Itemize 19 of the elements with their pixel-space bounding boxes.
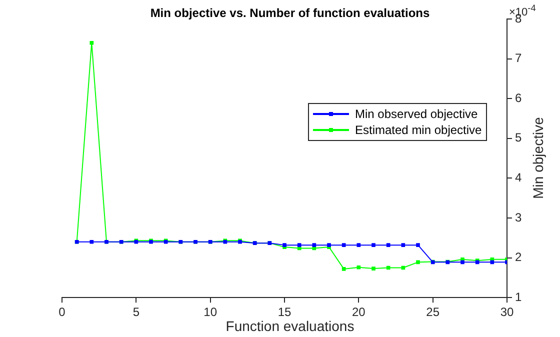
chart-title: Min objective vs. Number of function evaluations — [149, 6, 431, 20]
y-tick-label: 2 — [515, 250, 522, 264]
y-axis-title: Min objective — [530, 117, 546, 199]
x-tick-label: 20 — [352, 305, 366, 320]
x-tick-label: 25 — [426, 305, 440, 320]
x-axis-title: Function evaluations — [224, 318, 356, 334]
y-tick-label: 7 — [515, 51, 522, 66]
y-tick-label: 6 — [515, 90, 522, 105]
x-tick-label: 5 — [132, 305, 140, 320]
x-tick-label: 0 — [58, 305, 66, 320]
x-tick-label: 30 — [500, 305, 514, 320]
y-tick-label: 4 — [515, 170, 522, 185]
y-tick-label: 3 — [515, 210, 522, 224]
legend-label: Min observed objective — [355, 107, 478, 122]
y-tick-label: 1 — [515, 290, 522, 304]
legend-label: Estimated min objective — [355, 123, 482, 138]
x-tick-label: 10 — [204, 305, 218, 320]
y-tick-label: 5 — [515, 130, 522, 145]
x-tick-label: 15 — [278, 305, 292, 320]
